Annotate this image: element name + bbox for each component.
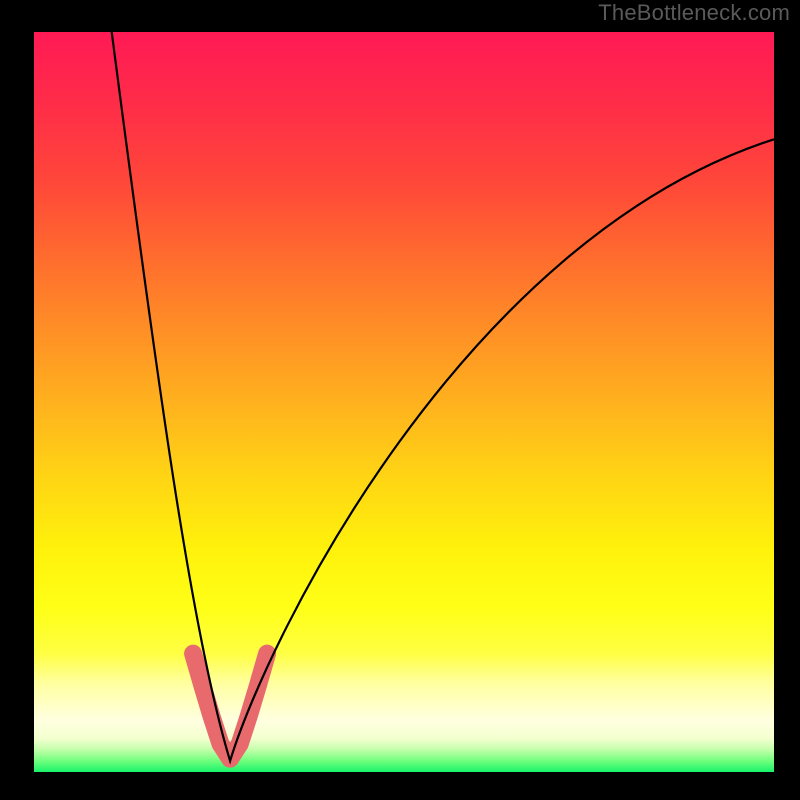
plot-area <box>34 32 774 772</box>
chart-svg <box>0 0 800 800</box>
chart-root: TheBottleneck.com <box>0 0 800 800</box>
watermark-text: TheBottleneck.com <box>598 0 790 26</box>
